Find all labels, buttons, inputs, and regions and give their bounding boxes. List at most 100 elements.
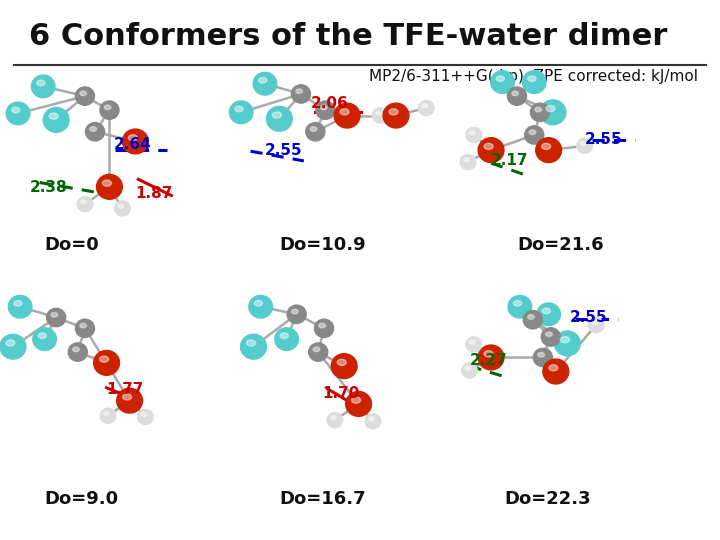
Ellipse shape xyxy=(77,197,93,212)
Ellipse shape xyxy=(372,108,388,123)
Text: 2.06: 2.06 xyxy=(311,96,348,111)
Ellipse shape xyxy=(0,334,26,359)
Ellipse shape xyxy=(538,353,544,357)
Ellipse shape xyxy=(254,300,263,306)
Ellipse shape xyxy=(525,126,544,144)
Text: Do=0: Do=0 xyxy=(45,236,99,254)
Ellipse shape xyxy=(491,71,514,93)
Ellipse shape xyxy=(478,345,504,370)
Ellipse shape xyxy=(287,305,306,323)
Ellipse shape xyxy=(508,295,531,318)
Text: 2.55: 2.55 xyxy=(585,132,622,147)
Ellipse shape xyxy=(592,321,598,325)
Ellipse shape xyxy=(546,105,555,112)
Ellipse shape xyxy=(389,109,398,115)
Ellipse shape xyxy=(37,80,45,86)
Ellipse shape xyxy=(100,101,119,119)
Ellipse shape xyxy=(141,413,147,416)
Ellipse shape xyxy=(528,315,534,319)
Ellipse shape xyxy=(68,343,87,361)
Ellipse shape xyxy=(47,308,66,327)
Ellipse shape xyxy=(249,295,272,318)
Text: 1.77: 1.77 xyxy=(107,382,144,397)
Ellipse shape xyxy=(560,336,570,343)
Ellipse shape xyxy=(543,359,569,384)
Ellipse shape xyxy=(546,332,552,336)
Ellipse shape xyxy=(554,331,580,356)
Ellipse shape xyxy=(320,105,327,110)
Ellipse shape xyxy=(316,101,335,119)
Ellipse shape xyxy=(577,138,593,153)
Ellipse shape xyxy=(541,328,560,346)
Ellipse shape xyxy=(272,112,282,118)
Text: 6 Conformers of the TFE-water dimer: 6 Conformers of the TFE-water dimer xyxy=(29,22,667,51)
Ellipse shape xyxy=(549,364,558,371)
Ellipse shape xyxy=(6,340,15,346)
Text: 2.27: 2.27 xyxy=(469,353,507,368)
Ellipse shape xyxy=(38,333,47,339)
Ellipse shape xyxy=(117,388,143,413)
Ellipse shape xyxy=(496,76,505,82)
Text: 2.55: 2.55 xyxy=(570,310,608,325)
Ellipse shape xyxy=(33,328,56,350)
Ellipse shape xyxy=(330,416,336,420)
Ellipse shape xyxy=(128,134,138,141)
Ellipse shape xyxy=(534,348,552,367)
Ellipse shape xyxy=(309,343,328,361)
Ellipse shape xyxy=(90,127,96,131)
Ellipse shape xyxy=(310,127,317,131)
Ellipse shape xyxy=(588,318,604,333)
Ellipse shape xyxy=(275,328,298,350)
Ellipse shape xyxy=(365,414,381,429)
Ellipse shape xyxy=(235,106,243,112)
Ellipse shape xyxy=(266,106,292,131)
Ellipse shape xyxy=(337,359,346,366)
Ellipse shape xyxy=(469,131,475,134)
Ellipse shape xyxy=(462,363,477,378)
Ellipse shape xyxy=(100,408,116,423)
Ellipse shape xyxy=(80,91,86,96)
Ellipse shape xyxy=(292,85,310,103)
Ellipse shape xyxy=(466,127,482,143)
Ellipse shape xyxy=(369,417,374,421)
Ellipse shape xyxy=(292,309,298,314)
Ellipse shape xyxy=(531,103,549,122)
Ellipse shape xyxy=(6,102,30,125)
Ellipse shape xyxy=(383,103,409,128)
Ellipse shape xyxy=(418,100,434,116)
Ellipse shape xyxy=(529,130,536,134)
Ellipse shape xyxy=(334,103,360,128)
Ellipse shape xyxy=(466,337,482,352)
Ellipse shape xyxy=(315,319,333,338)
Text: Do=10.9: Do=10.9 xyxy=(279,236,366,254)
Ellipse shape xyxy=(32,75,55,98)
Ellipse shape xyxy=(460,154,476,170)
Text: 2.55: 2.55 xyxy=(265,143,302,158)
Ellipse shape xyxy=(542,308,551,314)
Ellipse shape xyxy=(465,366,471,370)
Ellipse shape xyxy=(104,105,111,110)
Ellipse shape xyxy=(96,174,122,199)
Ellipse shape xyxy=(351,397,361,403)
Ellipse shape xyxy=(540,100,566,125)
Text: Do=21.6: Do=21.6 xyxy=(517,236,603,254)
Ellipse shape xyxy=(346,392,372,416)
Ellipse shape xyxy=(76,87,94,105)
Ellipse shape xyxy=(118,204,124,208)
Ellipse shape xyxy=(541,143,551,150)
Text: 2.64: 2.64 xyxy=(114,137,151,152)
Ellipse shape xyxy=(253,72,276,95)
Ellipse shape xyxy=(376,111,382,115)
Ellipse shape xyxy=(81,200,86,204)
Ellipse shape xyxy=(280,333,289,339)
Text: Do=22.3: Do=22.3 xyxy=(504,490,590,508)
Ellipse shape xyxy=(327,413,343,428)
Ellipse shape xyxy=(484,143,493,150)
Ellipse shape xyxy=(537,303,560,326)
Text: 1.87: 1.87 xyxy=(135,186,173,201)
Ellipse shape xyxy=(484,350,493,357)
Text: 1.70: 1.70 xyxy=(323,386,360,401)
Ellipse shape xyxy=(296,89,302,93)
Ellipse shape xyxy=(12,107,20,113)
Ellipse shape xyxy=(76,319,94,338)
